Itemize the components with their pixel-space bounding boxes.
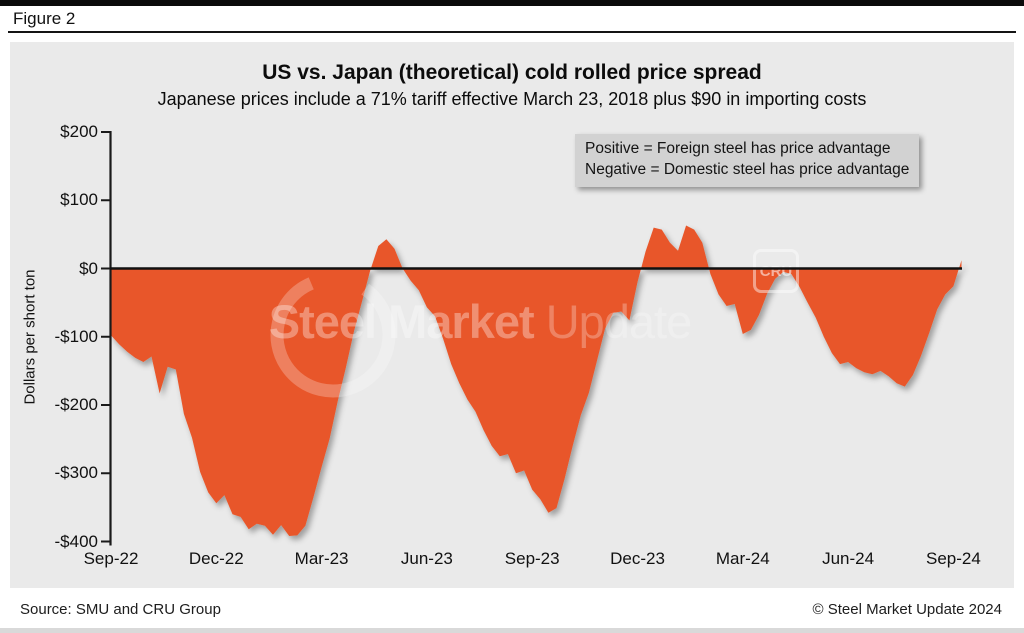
- x-tick-label: Jun-24: [822, 549, 875, 568]
- y-axis-ticks: [101, 131, 110, 543]
- x-tick-label: Dec-23: [610, 549, 665, 568]
- legend-line-positive: Positive = Foreign steel has price advan…: [585, 140, 891, 157]
- y-tick-label: -$400: [54, 531, 98, 551]
- y-axis-title: Dollars per short ton: [21, 269, 39, 405]
- y-tick-label: $200: [60, 122, 98, 141]
- y-tick-label: -$200: [54, 395, 98, 414]
- y-tick-label: $100: [60, 190, 98, 210]
- y-tick-label: -$300: [54, 463, 98, 483]
- x-tick-label: Dec-22: [188, 549, 244, 568]
- legend-box: Positive = Foreign steel has price advan…: [575, 134, 920, 187]
- legend-line-negative: Negative = Domestic steel has price adva…: [585, 161, 910, 179]
- chart-subtitle: Japanese prices include a 71% tariff eff…: [157, 89, 867, 109]
- x-tick-label: Jun-23: [400, 549, 453, 568]
- x-tick-label: Sep-22: [83, 549, 139, 568]
- chart-title: US vs. Japan (theoretical) cold rolled p…: [262, 61, 762, 84]
- bottom-border-bar: [0, 628, 1024, 633]
- price-spread-area-series: [111, 225, 962, 536]
- footer-copyright: © Steel Market Update 2024: [812, 601, 1003, 618]
- x-tick-label: Mar-23: [294, 549, 349, 568]
- footer-source: Source: SMU and CRU Group: [20, 601, 221, 618]
- cru-watermark-badge: CRU: [753, 249, 799, 293]
- x-tick-label: Sep-23: [504, 549, 560, 568]
- header-divider: [8, 31, 1016, 33]
- cru-badge-label: CRU: [759, 262, 793, 280]
- x-tick-label: Sep-24: [925, 549, 981, 568]
- figure-label: Figure 2: [13, 9, 76, 28]
- y-tick-label: $0: [79, 258, 98, 278]
- x-tick-label: Mar-24: [715, 549, 770, 568]
- y-tick-label: -$100: [54, 326, 98, 346]
- top-border-bar: [0, 0, 1024, 6]
